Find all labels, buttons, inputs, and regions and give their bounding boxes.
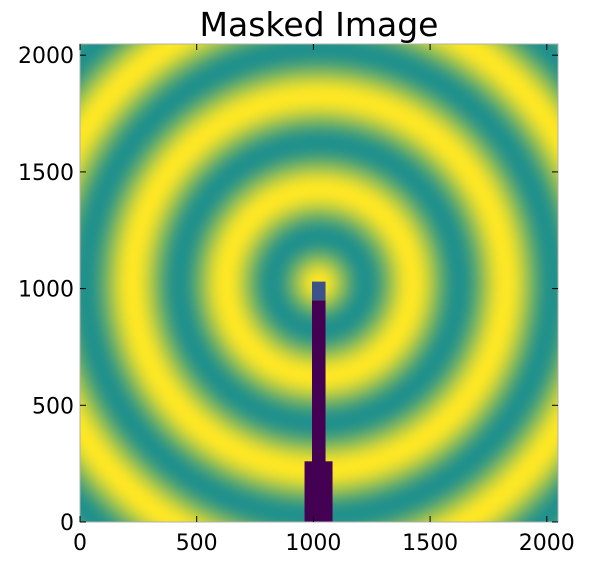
mask-beamstop-head <box>311 281 326 301</box>
x-tick-label: 2000 <box>519 531 575 556</box>
plot-frame <box>79 43 559 523</box>
y-tick-label: 1500 <box>18 161 74 186</box>
y-tick-label: 2000 <box>18 44 74 69</box>
mask-layer <box>304 281 333 522</box>
plot-area <box>79 43 559 523</box>
y-tick-label: 500 <box>32 394 74 419</box>
x-axis: 0 500 1000 1500 2000 <box>73 44 575 556</box>
y-axis: 0 500 1000 1500 2000 <box>18 44 558 536</box>
x-tick-label: 0 <box>73 531 87 556</box>
x-tick-label: 1000 <box>285 531 341 556</box>
y-tick-label: 0 <box>60 511 74 536</box>
x-tick-label: 500 <box>176 531 218 556</box>
x-tick-label: 1500 <box>402 531 458 556</box>
chart-title: Masked Image <box>200 5 439 44</box>
y-tick-label: 1000 <box>18 278 74 303</box>
mask-beamstop-arm <box>311 300 326 522</box>
